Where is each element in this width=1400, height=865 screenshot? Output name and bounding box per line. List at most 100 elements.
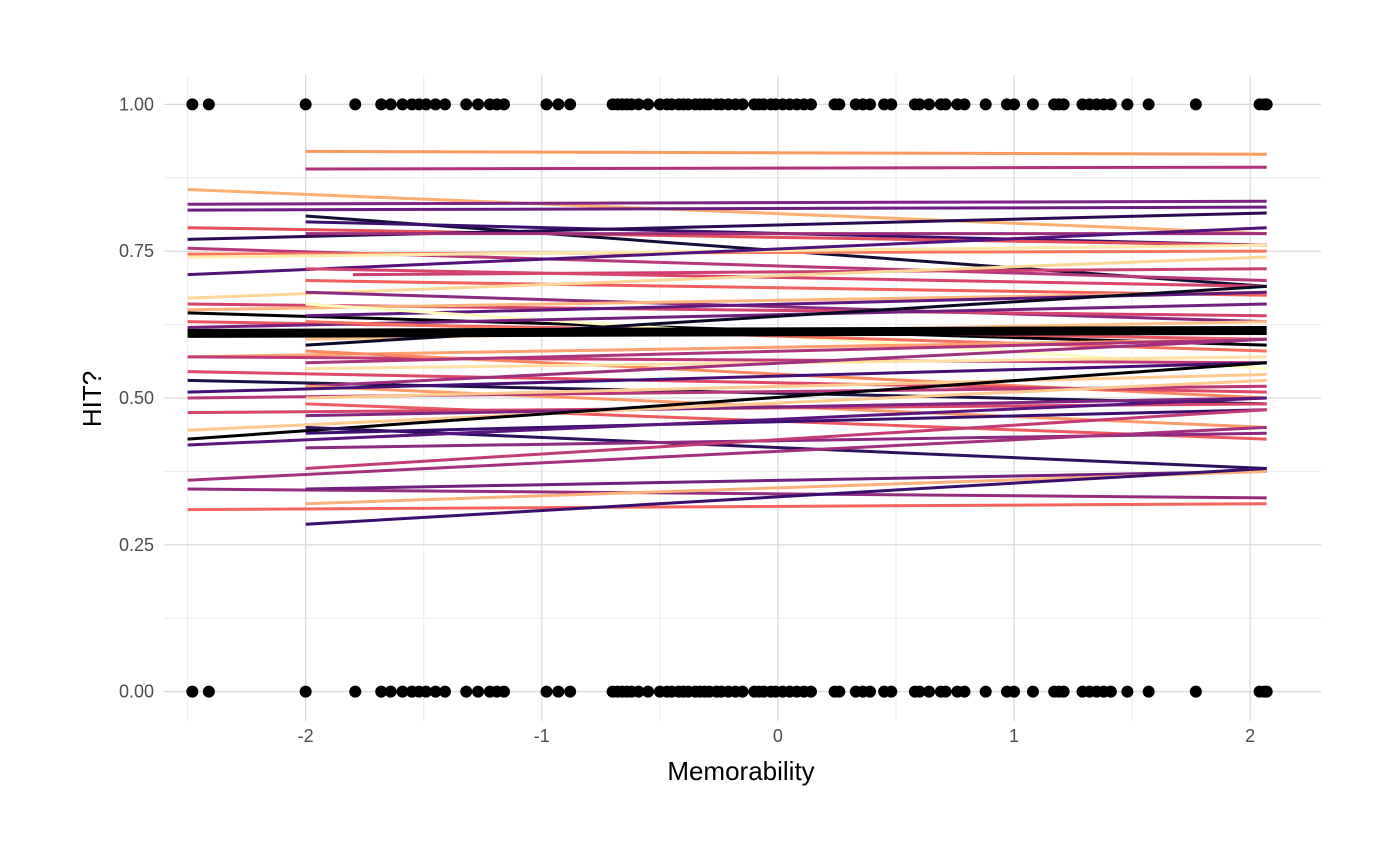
data-point [958, 685, 971, 698]
data-point [736, 98, 749, 111]
data-point [460, 98, 473, 111]
data-point [1104, 98, 1117, 111]
data-point [460, 685, 473, 698]
data-point [1008, 98, 1021, 111]
y-tick-label: 0.25 [119, 535, 154, 555]
series-line [187, 226, 1267, 277]
series-line [187, 361, 1267, 441]
data-point [1142, 98, 1155, 111]
series-line [305, 408, 1267, 470]
data-point [1121, 98, 1134, 111]
data-point [939, 98, 952, 111]
series-line [187, 199, 1267, 206]
x-axis-ticks: -2 -1 0 1 2 [298, 726, 1256, 746]
data-point [632, 685, 645, 698]
series-line [305, 279, 1267, 297]
x-tick-label: -2 [298, 726, 314, 746]
series-line [305, 396, 1267, 418]
data-point [438, 98, 451, 111]
x-tick-label: 1 [1009, 726, 1019, 746]
data-point [396, 98, 409, 111]
data-point [186, 685, 199, 698]
data-point [1260, 685, 1273, 698]
data-point [864, 98, 877, 111]
data-point [833, 98, 846, 111]
data-point [1057, 98, 1070, 111]
series-line [305, 469, 1267, 491]
data-point [632, 98, 645, 111]
data-point [564, 685, 577, 698]
mean-line-group [187, 325, 1267, 338]
data-point [420, 685, 433, 698]
series-line [305, 290, 1267, 324]
data-point [438, 685, 451, 698]
data-point [913, 685, 926, 698]
series-line [305, 267, 1267, 288]
series-line [305, 408, 1267, 435]
data-point [349, 98, 362, 111]
data-point [375, 685, 388, 698]
data-point [913, 98, 926, 111]
data-point [1008, 685, 1021, 698]
series-line [305, 165, 1267, 171]
series-lines [187, 149, 1267, 526]
data-point [1260, 98, 1273, 111]
series-line [305, 337, 1267, 365]
y-tick-label: 0.50 [119, 388, 154, 408]
series-line [187, 396, 1267, 447]
series-line [305, 466, 1267, 526]
data-point [375, 98, 388, 111]
series-line [187, 502, 1267, 512]
data-point [864, 685, 877, 698]
series-line [187, 226, 1267, 247]
data-point [979, 98, 992, 111]
y-axis-title: HIT? [77, 371, 107, 427]
y-tick-label: 0.00 [119, 682, 154, 702]
data-point [349, 685, 362, 698]
series-line [187, 378, 1267, 432]
data-point [384, 98, 397, 111]
data-point [642, 685, 655, 698]
series-line [187, 487, 1267, 500]
mean-fit-line [187, 325, 1267, 338]
data-point [1121, 685, 1134, 698]
data-point [923, 98, 936, 111]
data-point [564, 98, 577, 111]
y-axis-ticks: 0.00 0.25 0.50 0.75 1.00 [119, 94, 154, 701]
data-point [979, 685, 992, 698]
y-tick-label: 0.75 [119, 241, 154, 261]
data-point [498, 98, 511, 111]
data-points [186, 98, 1273, 698]
data-point [804, 98, 817, 111]
data-point [552, 98, 565, 111]
data-point [923, 685, 936, 698]
series-line [305, 337, 1267, 388]
data-point [472, 685, 485, 698]
data-point [299, 98, 312, 111]
data-point [420, 98, 433, 111]
data-point [429, 98, 442, 111]
data-point [1026, 98, 1039, 111]
data-point [885, 685, 898, 698]
data-point [939, 685, 952, 698]
data-point [1142, 685, 1155, 698]
data-point [885, 98, 898, 111]
data-point [1026, 685, 1039, 698]
data-point [552, 685, 565, 698]
data-point [642, 98, 655, 111]
y-tick-label: 1.00 [119, 94, 154, 114]
data-point [498, 685, 511, 698]
x-tick-label: 0 [773, 726, 783, 746]
series-line [305, 149, 1267, 156]
series-line [187, 188, 1267, 236]
data-point [396, 685, 409, 698]
data-point [1057, 685, 1070, 698]
data-point [202, 98, 215, 111]
x-axis-title: Memorability [667, 756, 814, 786]
series-line [187, 361, 1267, 394]
data-point [1189, 685, 1202, 698]
data-point [736, 685, 749, 698]
data-point [472, 98, 485, 111]
data-point [429, 685, 442, 698]
